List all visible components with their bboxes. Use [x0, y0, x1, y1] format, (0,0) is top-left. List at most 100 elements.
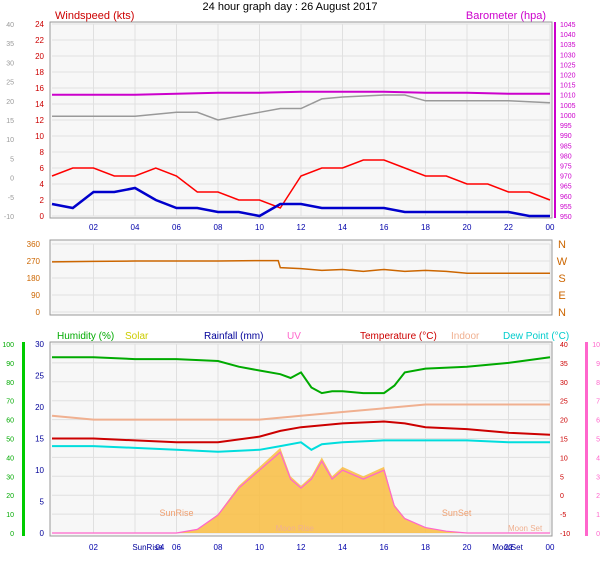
- wind-x-tick-label: 00: [546, 223, 555, 232]
- baro-tick-label: 950: [560, 214, 572, 221]
- temp-outer-tick-label: 30: [6, 60, 14, 67]
- humidity-tick-label: 100: [2, 342, 14, 349]
- wind-x-tick-label: 02: [89, 223, 98, 232]
- uv-tick-label: 4: [596, 455, 600, 462]
- wind-x-tick-label: 18: [421, 223, 430, 232]
- temp-panel-label: Dew Point (°C): [503, 331, 569, 342]
- humidity-tick-label: 0: [10, 531, 14, 538]
- temp-outer-tick-label: 5: [10, 156, 14, 163]
- baro-tick-label: 970: [560, 174, 572, 181]
- outdoor-temp-grey-line: [52, 94, 551, 121]
- wind-x-tick-label: 14: [338, 223, 347, 232]
- temp-tick-label: 10: [560, 455, 568, 462]
- temp-outer-tick-label: -10: [4, 214, 14, 221]
- temp-tick-label: 15: [560, 437, 568, 444]
- temp-panel-label: Temperature (°C): [360, 331, 437, 342]
- wind-tick-label: 8: [40, 148, 45, 157]
- temp-series: [51, 356, 551, 534]
- baro-tick-label: 990: [560, 133, 572, 140]
- wind-tick-label: 2: [40, 196, 45, 205]
- dew-point-line: [52, 439, 550, 453]
- humidity-color-bar: [22, 342, 25, 536]
- wind-x-tick-label: 16: [380, 223, 389, 232]
- direction-series: [51, 259, 550, 275]
- rain-tick-label: 25: [35, 372, 44, 381]
- temp-ticks: 40 35 30 25 20 15 10 5 0 -5 -10: [560, 342, 570, 538]
- temp-tick-label: 40: [560, 342, 568, 349]
- temp-outer-tick-label: 35: [6, 41, 14, 48]
- rain-tick-label: 0: [40, 529, 45, 538]
- wind-average-line: [51, 186, 550, 218]
- uv-tick-label: 0: [596, 531, 600, 538]
- wind-x-tick-label: 22: [504, 223, 513, 232]
- temp-panel-label: Indoor: [451, 331, 480, 342]
- baro-tick-label: 1020: [560, 73, 576, 80]
- baro-tick-label: 995: [560, 123, 572, 130]
- direction-ticks: 360 270 180 90 0: [27, 240, 41, 317]
- indoor-temp-line: [51, 403, 550, 421]
- wind-tick-label: 6: [40, 164, 45, 173]
- rain-tick-label: 30: [35, 340, 44, 349]
- wind-series: [51, 90, 551, 218]
- temp-panel-label: Humidity (%): [57, 331, 114, 342]
- uv-color-bar: [585, 342, 588, 536]
- baro-tick-label: 960: [560, 194, 572, 201]
- temp-x-tick-label: 00: [546, 543, 555, 552]
- compass-label: S: [558, 273, 565, 285]
- temp-x-tick-label: 16: [380, 543, 389, 552]
- temp-outer-tick-label: 10: [6, 137, 14, 144]
- wind-tick-label: 24: [35, 20, 44, 29]
- sunrise-annotation: SunRise: [159, 508, 193, 518]
- temp-x-tick-label: 12: [297, 543, 306, 552]
- page-title: 24 hour graph day : 26 August 2017: [203, 1, 378, 13]
- wind-x-tick-label: 20: [463, 223, 472, 232]
- wind-x-tick-label: 10: [255, 223, 264, 232]
- uv-tick-label: 1: [596, 512, 600, 519]
- temp-tick-label: 5: [560, 474, 564, 481]
- humidity-tick-label: 90: [6, 361, 14, 368]
- baro-tick-label: 1045: [560, 22, 576, 29]
- temp-outer-tick-label: 20: [6, 99, 14, 106]
- wind-x-tick-label: 06: [172, 223, 181, 232]
- compass-label: E: [558, 290, 565, 302]
- solar-area: [52, 447, 550, 533]
- temp-outer-tick-label: -5: [8, 195, 14, 202]
- temp-tick-label: -10: [560, 531, 570, 538]
- temperature-line: [52, 420, 551, 444]
- baro-tick-label: 980: [560, 153, 572, 160]
- temp-panel-label: Rainfall (mm): [204, 331, 263, 342]
- wind-tick-label: 12: [35, 116, 44, 125]
- humidity-tick-label: 20: [6, 493, 14, 500]
- uv-tick-label: 8: [596, 380, 600, 387]
- temp-x-tick-label: 14: [338, 543, 347, 552]
- direction-tick-label: 0: [36, 308, 41, 317]
- compass-label: W: [557, 256, 568, 268]
- sunset-annotation: SunSet: [442, 508, 472, 518]
- temp-x-tick-label: 22: [504, 543, 513, 552]
- uv-tick-label: 6: [596, 418, 600, 425]
- baro-tick-label: 1000: [560, 113, 576, 120]
- wind-direction-line: [51, 259, 550, 275]
- baro-tick-label: 965: [560, 184, 572, 191]
- uv-tick-label: 2: [596, 493, 600, 500]
- humidity-tick-label: 10: [6, 512, 14, 519]
- temp-outer-tick-label: 40: [6, 22, 14, 29]
- wind-tick-label: 16: [35, 84, 44, 93]
- baro-tick-label: 985: [560, 143, 572, 150]
- uv-tick-label: 3: [596, 474, 600, 481]
- humidity-tick-label: 60: [6, 418, 14, 425]
- temp-tick-label: 20: [560, 418, 568, 425]
- uv-line: [52, 451, 550, 534]
- wind-tick-label: 20: [35, 52, 44, 61]
- rain-tick-label: 20: [35, 403, 44, 412]
- wind-x-ticks: 02 04 06 08 10 12 14 16 18 20 22 00: [89, 223, 555, 232]
- temp-x-tick-label: 20: [463, 543, 472, 552]
- direction-tick-label: 270: [27, 257, 41, 266]
- wind-tick-label: 10: [35, 132, 44, 141]
- baro-tick-label: 1040: [560, 32, 576, 39]
- humidity-tick-label: 50: [6, 437, 14, 444]
- wind-axis-label: Windspeed (kts): [55, 10, 134, 22]
- wind-x-tick-label: 04: [131, 223, 140, 232]
